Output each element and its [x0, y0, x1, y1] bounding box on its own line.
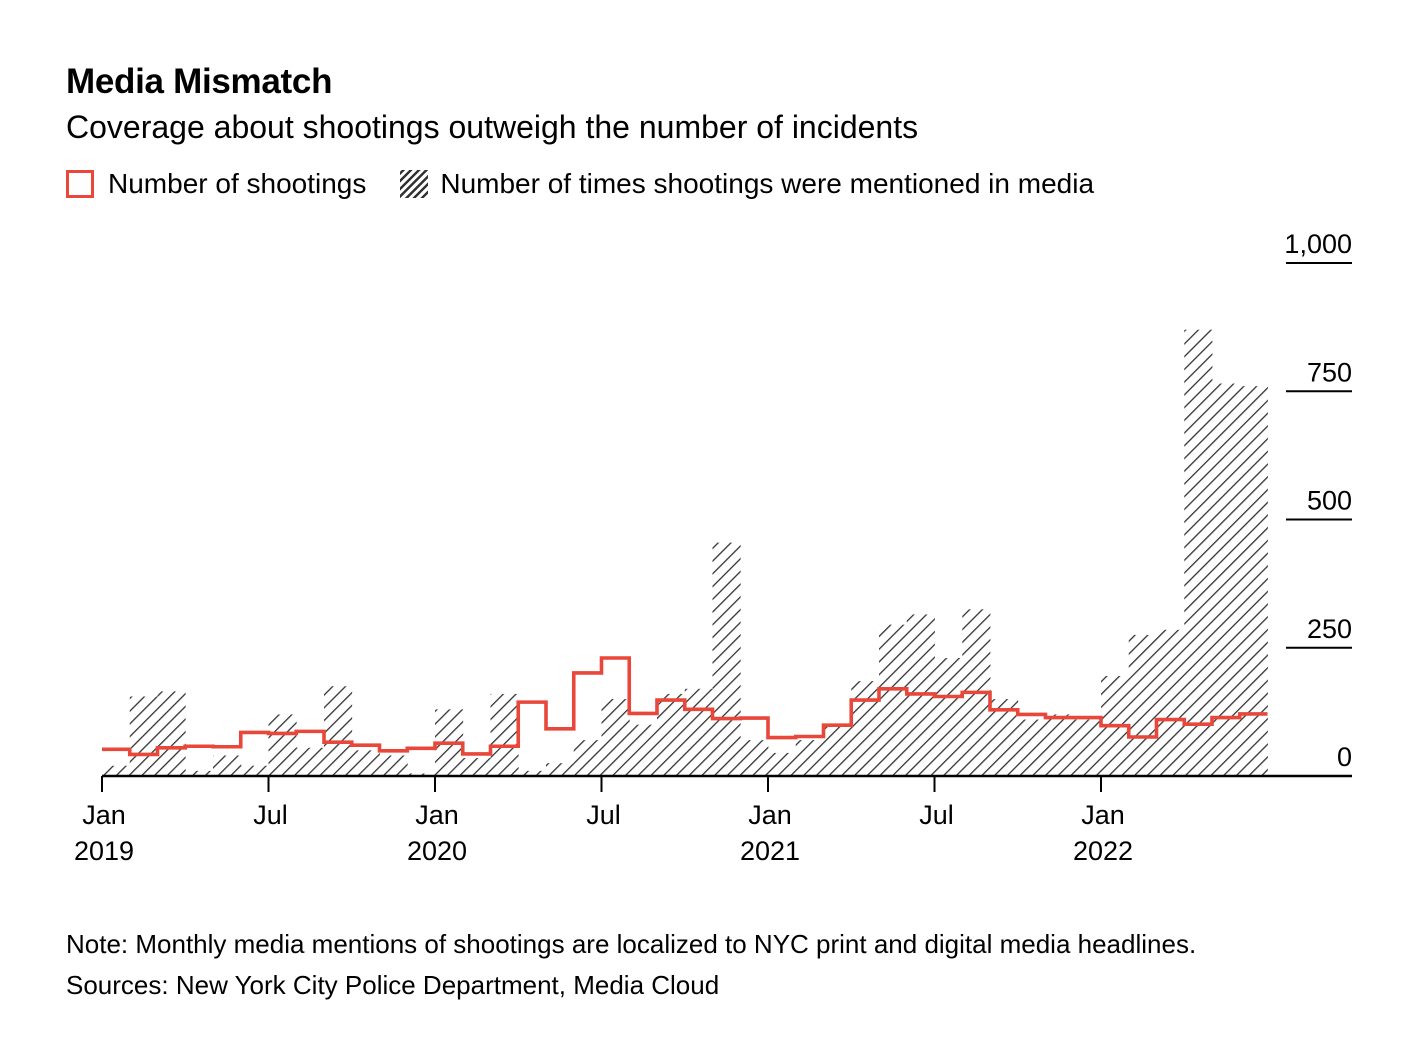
media-mentions-bar — [1045, 714, 1074, 776]
media-mentions-bar — [185, 770, 214, 776]
media-mentions-bar — [573, 740, 602, 776]
media-mentions-bar — [601, 699, 630, 776]
media-mentions-bar — [795, 740, 824, 776]
media-mentions-bar — [851, 681, 880, 776]
x-tick-label: Jan — [1081, 800, 1125, 830]
media-mentions-bar — [546, 763, 575, 776]
media-mentions-bar — [102, 765, 131, 776]
legend-label-shootings: Number of shootings — [108, 168, 367, 199]
chart-legend: Number of shootings Number of times shoo… — [66, 166, 1128, 202]
media-mentions-bar — [657, 693, 686, 776]
media-mentions-bar — [684, 688, 713, 776]
media-mentions-bar — [296, 747, 325, 776]
media-mentions-bar — [490, 693, 519, 776]
media-mentions-bar — [1073, 719, 1102, 776]
x-tick-label: Jul — [253, 800, 288, 830]
legend-item-media-mentions: Number of times shootings were mentioned… — [400, 168, 1094, 200]
y-tick-label: 1,000 — [1284, 229, 1352, 259]
media-mentions-bar — [879, 624, 908, 776]
y-tick-label: 250 — [1307, 614, 1352, 644]
media-mentions-bar — [740, 740, 769, 776]
legend-swatch-media-mentions — [400, 170, 429, 198]
media-mentions-bar — [1156, 629, 1185, 776]
x-tick-label: Jan — [82, 800, 126, 830]
media-mentions-bar — [1184, 329, 1213, 776]
chart-plot: 0 250 500 750 1,000 Jan 2019 Jul Jan 2020 Jul Jan 2… — [74, 229, 1352, 866]
y-tick-label: 0 — [1337, 742, 1352, 772]
media-mentions-bar — [768, 752, 797, 776]
x-axis: Jan 2019 Jul Jan 2020 Jul Jan 2021 Jul Jan 2022 — [74, 774, 1352, 866]
media-mentions-bar — [213, 755, 242, 776]
legend-swatch-shootings — [66, 170, 94, 198]
media-mentions-bar — [1128, 634, 1157, 776]
x-tick-year-label: 2021 — [740, 836, 800, 866]
x-tick-label: Jul — [586, 800, 621, 830]
media-mentions-bar — [240, 765, 269, 776]
legend-label-media-mentions: Number of times shootings were mentioned… — [440, 168, 1095, 199]
media-mentions-bar — [407, 773, 436, 776]
media-mentions-bar — [518, 770, 547, 776]
media-mentions-bar — [268, 714, 297, 776]
media-mentions-bar — [1212, 383, 1241, 776]
x-tick-label: Jan — [415, 800, 459, 830]
media-mentions-bar — [379, 755, 408, 776]
media-mentions-bar — [712, 542, 741, 776]
x-tick-year-label: 2019 — [74, 836, 134, 866]
media-mentions-bar — [462, 758, 491, 776]
media-mentions-bar — [823, 724, 852, 776]
chart-source: Sources: New York City Police Department… — [66, 970, 720, 1000]
chart-subtitle: Coverage about shootings outweigh the nu… — [66, 109, 919, 145]
y-axis: 0 250 500 750 1,000 — [1284, 229, 1352, 772]
shootings-line-layer — [102, 656, 1268, 757]
media-mentions-bar — [1017, 719, 1046, 776]
chart-title: Media Mismatch — [66, 62, 333, 101]
x-tick-label: Jan — [748, 800, 792, 830]
x-tick-label: Jul — [919, 800, 954, 830]
chart-note: Note: Monthly media mentions of shooting… — [66, 929, 1197, 959]
x-tick-year-label: 2022 — [1073, 836, 1133, 866]
x-tick-year-label: 2020 — [407, 836, 467, 866]
y-tick-label: 500 — [1307, 486, 1352, 516]
media-mentions-bar — [157, 691, 186, 776]
y-tick-label: 750 — [1307, 357, 1352, 387]
legend-item-shootings: Number of shootings — [66, 168, 366, 200]
media-mentions-bar — [990, 699, 1019, 776]
media-mentions-bar — [934, 658, 963, 776]
shootings-step-line — [102, 656, 1268, 757]
media-mentions-bar — [324, 686, 353, 776]
media-mentions-bar — [351, 750, 380, 776]
media-mentions-bar — [629, 724, 658, 776]
media-mentions-bar — [129, 696, 158, 776]
media-mentions-bar — [1239, 386, 1268, 776]
